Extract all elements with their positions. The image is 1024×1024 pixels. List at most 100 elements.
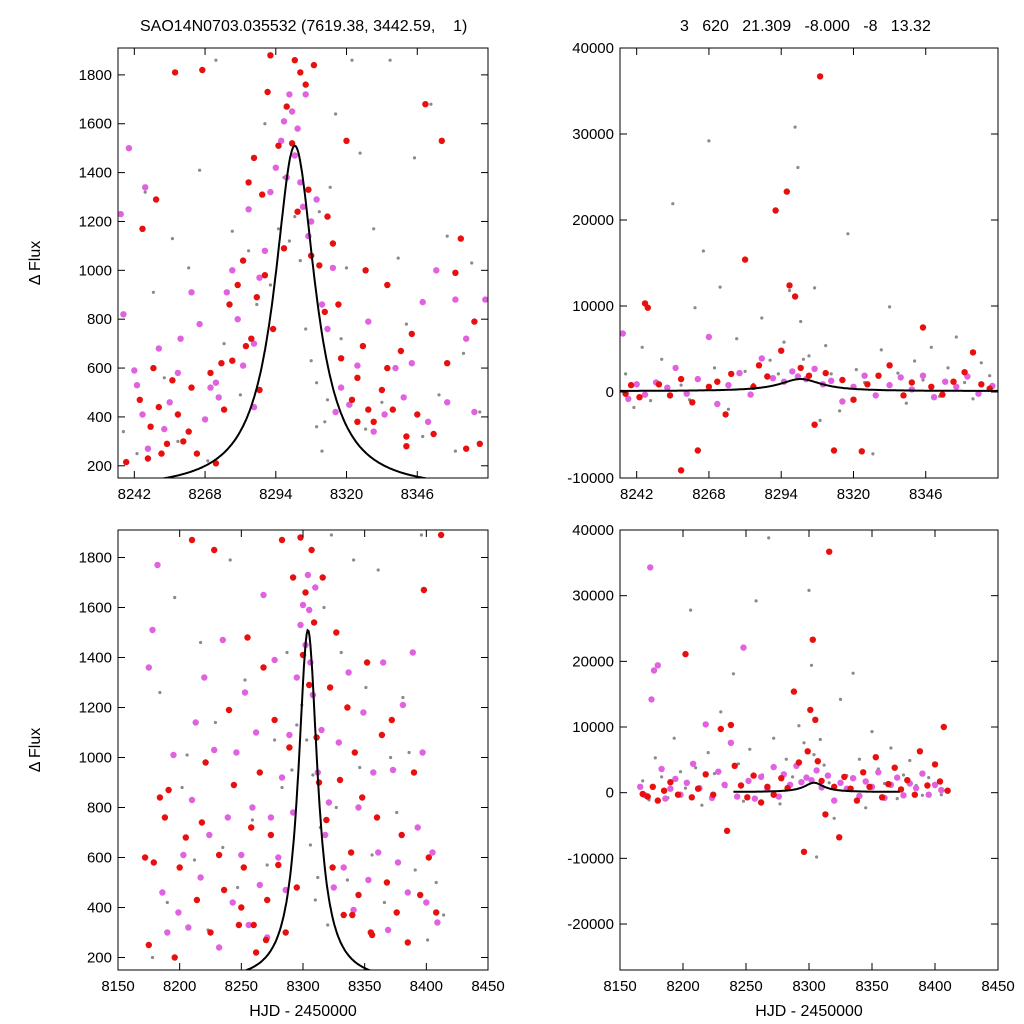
data-point: [827, 781, 831, 785]
data-point: [287, 239, 291, 243]
y-tick-label: 1200: [79, 213, 112, 230]
data-point: [256, 274, 263, 281]
y-tick-label: 1200: [79, 700, 112, 717]
data-point: [846, 232, 850, 236]
data-point: [437, 531, 445, 539]
data-point: [275, 142, 282, 149]
data-point: [700, 803, 704, 807]
data-point: [647, 564, 654, 571]
data-point: [215, 394, 222, 401]
data-point: [826, 548, 833, 555]
data-point: [421, 434, 425, 439]
data-point: [424, 418, 432, 425]
data-point: [721, 781, 728, 788]
data-point: [886, 381, 893, 389]
data-point: [939, 391, 946, 398]
data-point: [159, 889, 166, 896]
data-point: [895, 797, 899, 801]
data-point: [267, 831, 275, 839]
data-point: [452, 296, 459, 303]
data-point: [336, 776, 344, 784]
data-point: [409, 649, 416, 656]
data-point: [658, 765, 665, 773]
data-point: [264, 88, 271, 96]
data-point: [953, 383, 960, 390]
data-point: [802, 741, 806, 745]
data-point: [238, 904, 245, 911]
data-point: [354, 362, 361, 369]
y-tick-label: 600: [87, 360, 112, 377]
data-point: [921, 378, 925, 382]
data-point: [250, 921, 257, 929]
data-point: [340, 864, 347, 871]
data-point: [199, 66, 206, 74]
data-point: [809, 636, 816, 643]
data-point: [740, 644, 747, 651]
data-point: [419, 533, 423, 537]
x-tick-label: 8250: [729, 978, 762, 995]
data-point: [318, 301, 326, 308]
data-point: [162, 376, 166, 380]
x-tick-label: 8350: [855, 978, 888, 995]
y-tick-label: 1800: [79, 67, 112, 84]
data-point: [625, 395, 632, 403]
data-point: [694, 766, 698, 770]
data-point: [278, 536, 286, 544]
data-point: [245, 921, 252, 929]
data-point: [772, 207, 779, 214]
data-point: [814, 758, 821, 765]
data-point: [345, 669, 352, 676]
data-point: [363, 659, 371, 666]
data-point: [316, 262, 323, 269]
data-point: [250, 154, 258, 162]
data-point: [228, 558, 232, 562]
data-point: [804, 748, 811, 755]
data-point: [150, 859, 157, 866]
data-point: [872, 392, 879, 399]
series-magenta: [118, 91, 488, 452]
data-point: [677, 467, 685, 474]
data-point: [329, 240, 337, 247]
data-point: [158, 450, 165, 457]
data-point: [365, 406, 372, 413]
data-point: [170, 237, 174, 241]
data-point: [161, 425, 168, 433]
y-tick-label: 400: [87, 409, 112, 426]
data-point: [683, 390, 690, 397]
data-point: [403, 433, 410, 440]
data-point: [786, 282, 793, 289]
data-point: [969, 349, 977, 356]
data-point: [169, 377, 176, 384]
data-point: [144, 455, 152, 462]
data-point: [419, 749, 426, 756]
data-point: [718, 285, 722, 289]
data-point: [185, 924, 192, 931]
panels-container: 8242 8268 8294 8320 8346 200 400 600 800 1000 1200…: [27, 40, 1015, 1020]
data-point: [750, 772, 757, 779]
data-point: [924, 782, 931, 789]
data-point: [250, 340, 258, 347]
data-point: [199, 640, 203, 645]
data-point: [121, 430, 125, 434]
data-point: [308, 843, 312, 847]
data-point: [321, 308, 328, 316]
data-point: [362, 267, 369, 274]
data-point: [919, 770, 926, 777]
data-point: [248, 824, 255, 831]
data-point: [904, 777, 911, 784]
x-axis-label: HJD - 2450000: [249, 1003, 357, 1020]
data-point: [841, 773, 848, 781]
data-point: [322, 605, 326, 610]
data-point: [430, 430, 437, 438]
data-point: [637, 783, 644, 790]
data-point: [207, 929, 214, 936]
y-tick-label: -20000: [567, 916, 614, 933]
data-point: [944, 787, 951, 794]
data-point: [414, 411, 421, 418]
data-point: [269, 325, 277, 333]
data-point: [174, 369, 182, 377]
data-point: [674, 791, 682, 798]
panel-top-right: 8242 8268 8294 8320 8346 -10000 0 10000 20000 300…: [567, 40, 999, 503]
data-point: [176, 864, 183, 871]
data-point: [408, 330, 415, 338]
